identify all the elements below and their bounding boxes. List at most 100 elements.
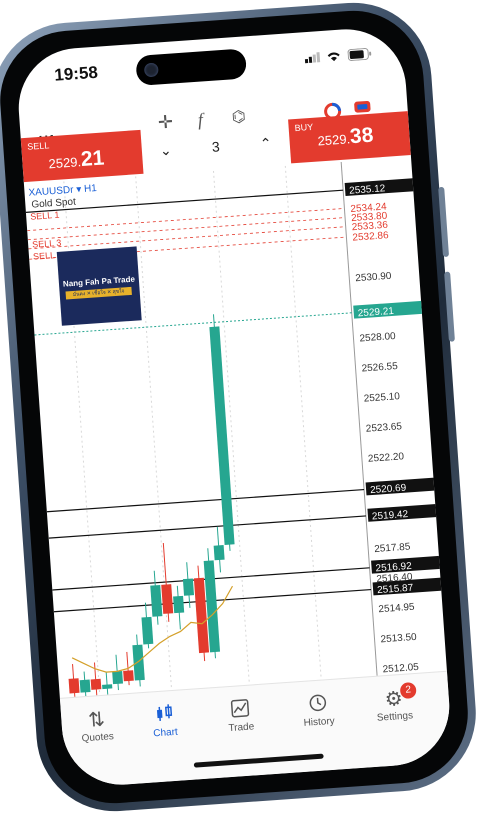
price-tick-label: 2533.36	[351, 220, 388, 234]
decrease-volume-button[interactable]: ⌄	[159, 141, 173, 159]
price-axis-line	[340, 161, 381, 711]
sell-button[interactable]: SELL 2529.21	[20, 129, 144, 183]
price-label-bg	[372, 576, 454, 596]
price-tick-label: 2513.50	[380, 632, 417, 646]
horizontal-level-line	[25, 189, 344, 213]
candle-body	[150, 584, 163, 617]
quantity-stepper: ⌄ 3 ⌃	[140, 120, 291, 174]
candle-body	[209, 326, 235, 545]
status-bar: 19:58	[15, 25, 405, 100]
price-tick-label: 2517.85	[374, 542, 411, 556]
buy-button[interactable]: BUY 2529.38	[288, 111, 411, 164]
price-tick-label: 2535.12	[349, 183, 386, 197]
price-tick-label: 2534.24	[350, 201, 387, 215]
buy-label: BUY	[294, 121, 314, 134]
candle-body	[102, 684, 113, 690]
candle-body	[112, 671, 124, 685]
candle-body	[123, 670, 134, 682]
signal-icon	[304, 52, 321, 64]
price-tick-label: 2519.42	[372, 509, 409, 523]
grid-line	[135, 176, 174, 706]
horizontal-level-line	[46, 488, 365, 513]
battery-icon	[347, 47, 372, 61]
sell-price-pips: 21	[80, 146, 106, 172]
buy-price-pips: 38	[349, 123, 375, 149]
sell-order-line	[27, 208, 345, 232]
logo-tagline: มั่นคง ✕ เชื่อใจ ✕ สุขใจ	[65, 286, 132, 300]
bid-line	[34, 312, 352, 336]
chart-icon	[129, 701, 201, 730]
price-tick-label: 2526.55	[361, 361, 398, 375]
screen: 19:58 H1 ✛ f ⌬ SELL 2529.21	[14, 25, 454, 789]
grid-line	[63, 181, 102, 711]
sell-order-line	[28, 226, 346, 250]
price-label-bg	[353, 299, 436, 319]
symbol-timeframe: H1	[83, 183, 98, 195]
sell-order-line	[29, 236, 347, 260]
grid-line	[284, 165, 323, 695]
home-indicator	[193, 753, 324, 768]
buy-price-main: 2529.	[317, 131, 351, 149]
horizontal-level-line	[48, 515, 366, 539]
broker-logo: Nang Fah Pa Trade มั่นคง ✕ เชื่อใจ ✕ สุข…	[56, 246, 142, 326]
candle-body	[141, 616, 154, 645]
price-tick-label: 2515.87	[377, 583, 414, 597]
sell-order-label: SELL 3	[31, 237, 62, 250]
price-tick-label: 2525.10	[363, 391, 400, 405]
price-label-bg	[367, 503, 451, 522]
candle-body	[90, 678, 102, 690]
price-tick-label: 2530.90	[355, 271, 392, 285]
candle-body	[161, 584, 174, 614]
side-button	[444, 271, 455, 342]
nav-settings[interactable]: ⚙ Settings 2	[358, 682, 430, 725]
chart-area[interactable]: 2535.12 2534.24 2533.80 2533.36 2532.86 2530.…	[24, 156, 454, 773]
candle-body	[68, 678, 80, 694]
sell-price-main: 2529.	[48, 154, 82, 172]
camera-icon	[143, 62, 159, 78]
sell-price: 2529.21	[48, 146, 105, 174]
phone-bezel: 19:58 H1 ✛ f ⌬ SELL 2529.21	[0, 6, 473, 808]
price-tick-label: 2520.69	[370, 483, 407, 497]
candle-body	[182, 578, 195, 596]
dynamic-island	[135, 48, 248, 86]
candle-body	[79, 679, 91, 693]
sell-order-line	[27, 217, 346, 241]
buy-price: 2529.38	[317, 124, 374, 152]
price-label-bg	[371, 554, 454, 574]
increase-volume-button[interactable]: ⌃	[259, 134, 273, 152]
price-tick-label: 2533.80	[351, 211, 388, 225]
price-tick-label: 2522.20	[368, 451, 405, 465]
nav-quotes[interactable]: ⇅ Quotes	[61, 706, 133, 746]
side-button	[0, 177, 1, 215]
history-icon	[282, 690, 354, 719]
candle-body	[203, 560, 221, 653]
nav-trade[interactable]: Trade	[204, 696, 276, 736]
nav-history[interactable]: History	[282, 690, 354, 730]
price-tick-label: 2512.05	[382, 662, 419, 676]
sell-label: SELL	[26, 140, 50, 152]
volume-value[interactable]: 3	[211, 138, 221, 155]
nav-chart[interactable]: Chart	[129, 701, 201, 741]
price-tick-label: 2514.95	[378, 602, 415, 616]
side-button	[438, 186, 450, 258]
candle-body	[193, 577, 210, 654]
trade-icon	[204, 696, 276, 725]
sell-order-label: SELL	[32, 250, 56, 262]
grid-line	[212, 170, 251, 700]
candle-body	[173, 595, 185, 614]
candle-body	[213, 545, 225, 561]
bottom-nav: ⇅ Quotes Chart Trade	[59, 670, 454, 789]
phone-frame: 19:58 H1 ✛ f ⌬ SELL 2529.21	[0, 0, 482, 817]
status-icons	[304, 47, 372, 65]
price-tick-label: 2528.00	[359, 331, 396, 345]
price-tick-label: 2532.86	[352, 230, 389, 244]
status-time: 19:58	[53, 62, 99, 85]
wifi-icon	[327, 52, 340, 62]
chat-icon[interactable]	[353, 100, 372, 117]
candle-body	[132, 644, 145, 681]
price-tick-label: 2529.21	[357, 306, 394, 320]
price-label-bg	[365, 476, 449, 496]
price-tick-label: 2516.92	[375, 561, 412, 575]
moving-average-line	[71, 585, 234, 673]
